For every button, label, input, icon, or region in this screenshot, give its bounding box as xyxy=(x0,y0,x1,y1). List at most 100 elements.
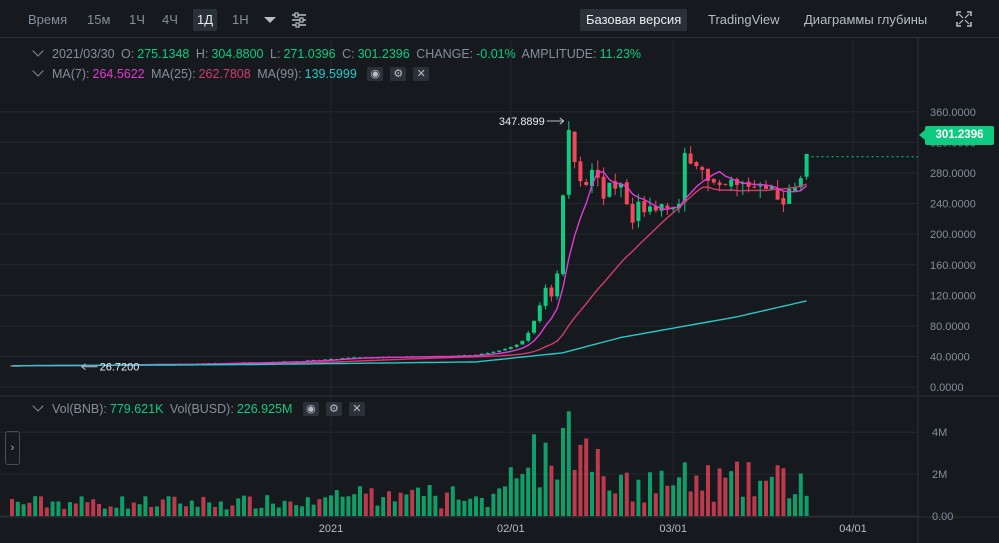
settings-sliders-icon[interactable] xyxy=(290,11,308,29)
price-tick-label: 120.0000 xyxy=(930,290,976,302)
volume-bar xyxy=(85,502,90,516)
candle-body xyxy=(543,287,548,306)
candle-body xyxy=(485,353,490,355)
volume-bar xyxy=(445,492,449,516)
current-price-tag: 301.2396 xyxy=(919,126,994,145)
volume-bar xyxy=(555,479,560,516)
interval-1w[interactable]: 1Н xyxy=(232,12,249,27)
volume-bar xyxy=(717,468,722,516)
eye-icon[interactable]: ◉ xyxy=(302,401,319,416)
candle-body xyxy=(781,198,786,205)
ma-legend: MA(7): 264.5622 MA(25): 262.7808 MA(99): 13… xyxy=(32,65,432,83)
volume-bar xyxy=(735,461,739,516)
volume-bar xyxy=(363,493,368,516)
price-tick-label: 0.0000 xyxy=(930,382,964,394)
interval-dropdown-icon[interactable] xyxy=(264,17,276,23)
volume-bar xyxy=(787,498,792,516)
volume-bar xyxy=(584,438,589,516)
volume-bar xyxy=(450,486,455,516)
volume-bar xyxy=(659,470,664,516)
volume-bar xyxy=(102,508,107,516)
volume-tick-label: 2M xyxy=(932,469,947,481)
date-tick-label: 03/01 xyxy=(659,523,687,535)
volume-bar xyxy=(648,472,652,516)
volume-bar xyxy=(213,506,217,516)
volume-bar xyxy=(288,501,293,516)
volume-bar xyxy=(44,507,49,516)
volume-bar xyxy=(746,462,751,516)
volume-bar xyxy=(68,502,72,516)
volume-bar xyxy=(619,474,623,516)
collapse-chevron-icon[interactable] xyxy=(32,45,44,57)
ma25-line xyxy=(11,183,807,367)
collapse-chevron-icon[interactable] xyxy=(32,65,44,77)
candle-body xyxy=(549,287,554,297)
view-basic[interactable]: Базовая версия xyxy=(580,9,688,31)
ma99-value: 139.5999 xyxy=(304,67,357,81)
candle-body xyxy=(572,131,577,162)
change-label: CHANGE: xyxy=(416,47,474,61)
volume-bar xyxy=(230,505,235,516)
volume-bar xyxy=(149,506,154,516)
view-tradingview[interactable]: TradingView xyxy=(708,12,780,27)
candle-body xyxy=(619,184,623,188)
settings-icon[interactable]: ⚙ xyxy=(390,66,407,81)
volume-bar xyxy=(665,485,670,516)
collapse-chevron-icon[interactable] xyxy=(32,400,44,412)
candle-body xyxy=(671,208,676,210)
interval-1d[interactable]: 1Д xyxy=(193,9,218,31)
volume-bar xyxy=(532,434,536,516)
volume-bar xyxy=(636,479,641,516)
view-depth[interactable]: Диаграммы глубины xyxy=(804,12,928,27)
volume-bar xyxy=(155,506,159,516)
eye-icon[interactable]: ◉ xyxy=(367,66,384,81)
settings-icon[interactable]: ⚙ xyxy=(325,401,342,416)
volume-bar xyxy=(775,465,780,516)
candle-body xyxy=(648,206,652,212)
candle-body xyxy=(352,357,357,359)
volume-bar xyxy=(50,501,55,516)
volume-bar xyxy=(723,477,728,516)
fullscreen-icon[interactable] xyxy=(955,10,973,28)
price-tick-label: 80.0000 xyxy=(930,321,970,333)
candle-body xyxy=(514,344,519,347)
ma7-label: MA(7): xyxy=(52,67,90,81)
volume-bar xyxy=(201,496,206,516)
candle-body xyxy=(491,351,496,353)
volume-bar xyxy=(160,499,165,516)
volume-bar xyxy=(804,495,809,516)
volume-bar xyxy=(172,496,177,516)
high-label: H: xyxy=(195,47,209,61)
volume-bar xyxy=(120,496,125,516)
volume-bar xyxy=(491,493,496,516)
low-value: 271.0396 xyxy=(283,47,336,61)
volume-bar xyxy=(247,496,252,516)
vol-busd-value: 226.925M xyxy=(236,402,293,416)
volume-bar xyxy=(387,491,391,516)
low-arrow-icon xyxy=(81,363,86,371)
interval-4h[interactable]: 4Ч xyxy=(162,12,178,27)
volume-bar xyxy=(566,411,571,516)
interval-15m[interactable]: 15м xyxy=(87,12,111,27)
ma99-label: MA(99): xyxy=(257,67,302,81)
volume-bar xyxy=(381,497,386,516)
volume-bar xyxy=(410,489,415,516)
volume-bar xyxy=(682,462,687,516)
ma99-line xyxy=(11,300,807,367)
volume-bar xyxy=(758,480,763,516)
side-panel-toggle[interactable]: › xyxy=(5,431,20,465)
candle-body xyxy=(793,187,797,191)
interval-1h[interactable]: 1Ч xyxy=(129,12,145,27)
volume-bar xyxy=(323,497,328,516)
volume-bar xyxy=(62,508,67,516)
volume-bar xyxy=(561,428,565,516)
volume-bar xyxy=(253,508,258,516)
ohlc-legend: 2021/03/30 O: 275.1348 H: 304.8800 L: 271.0… xyxy=(32,45,644,63)
close-icon[interactable]: ✕ xyxy=(413,66,430,81)
vol-busd-label: Vol(BUSD): xyxy=(169,402,234,416)
volume-bar xyxy=(305,497,310,516)
close-icon[interactable]: ✕ xyxy=(348,401,365,416)
volume-bar xyxy=(485,507,490,516)
interval-time[interactable]: Время xyxy=(28,12,68,27)
